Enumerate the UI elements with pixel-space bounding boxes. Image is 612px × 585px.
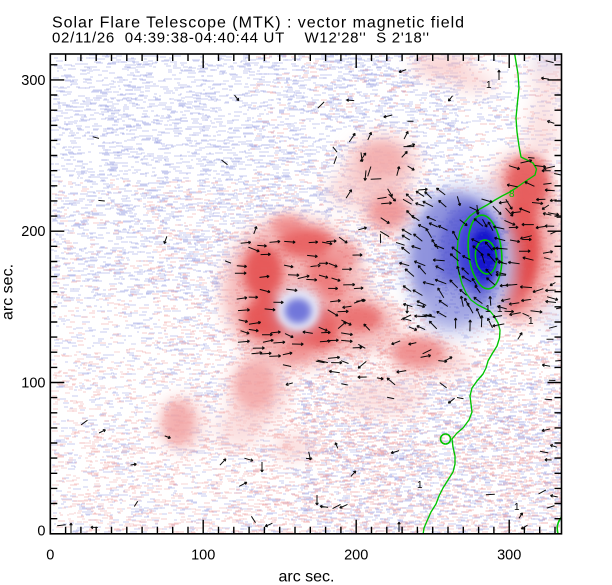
- svg-text:200: 200: [344, 548, 368, 564]
- svg-text:8: 8: [509, 189, 515, 200]
- svg-text:1: 1: [417, 480, 423, 491]
- svg-text:100: 100: [21, 376, 45, 392]
- svg-text:02/11/26 04:39:38-04:40:44 UT: 02/11/26 04:39:38-04:40:44 UT W12'28'' S…: [52, 30, 429, 47]
- svg-text:200: 200: [21, 224, 45, 240]
- svg-text:0: 0: [46, 548, 54, 564]
- svg-text:300: 300: [497, 548, 521, 564]
- svg-text:300: 300: [21, 73, 45, 89]
- svg-text:arc sec.: arc sec.: [278, 569, 334, 585]
- svg-text:Solar Flare Telescope (MTK) :: Solar Flare Telescope (MTK) : vector mag…: [52, 15, 464, 32]
- svg-text:1: 1: [497, 304, 503, 315]
- svg-text:1: 1: [486, 80, 492, 91]
- svg-text:1: 1: [485, 304, 491, 315]
- svg-text:0: 0: [37, 523, 45, 539]
- svg-text:1: 1: [528, 316, 534, 327]
- svg-text:1: 1: [514, 502, 520, 513]
- svg-text:arc sec.: arc sec.: [0, 264, 17, 320]
- svg-text:100: 100: [191, 548, 215, 564]
